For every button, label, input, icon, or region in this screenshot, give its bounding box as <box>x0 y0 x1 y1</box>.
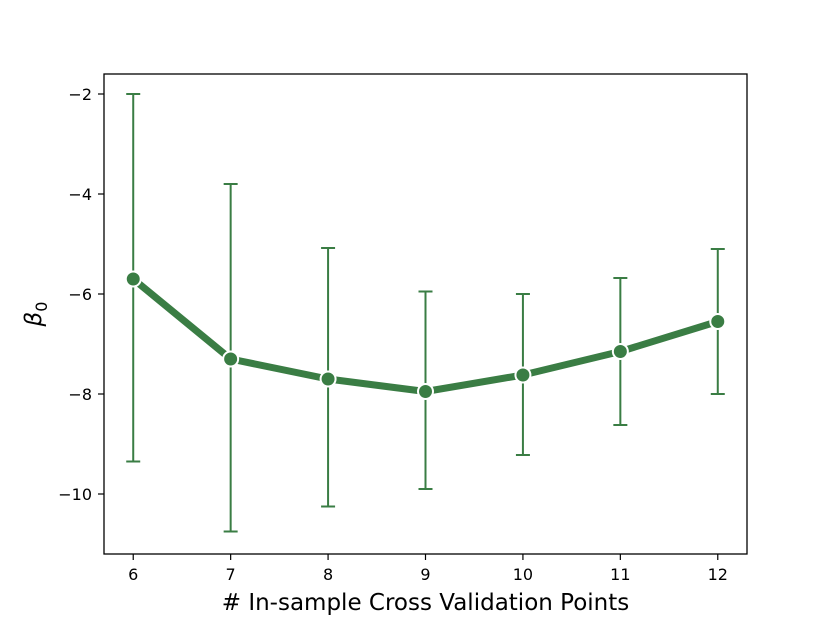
x-axis-title: # In-sample Cross Validation Points <box>222 590 630 616</box>
data-markers <box>124 270 727 400</box>
y-axis-title: β0 <box>21 302 51 328</box>
y-tick-label: −8 <box>68 385 92 404</box>
y-axis-symbol: β <box>21 312 47 328</box>
data-point <box>417 383 434 400</box>
x-tick-label: 8 <box>323 565 333 584</box>
x-tick-label: 12 <box>708 565 728 584</box>
data-point <box>514 366 532 384</box>
data-point <box>124 270 142 288</box>
y-tick-label: −6 <box>68 285 92 304</box>
x-tick-label: 11 <box>610 565 630 584</box>
x-tick-label: 10 <box>513 565 533 584</box>
data-point <box>611 343 629 360</box>
x-tick-label: 6 <box>128 565 138 584</box>
data-point <box>319 370 337 388</box>
data-point <box>222 350 240 368</box>
y-axis-ticks: −10 −8 −6 −4 −2 <box>58 85 104 504</box>
y-tick-label: −4 <box>68 185 92 204</box>
x-tick-label: 9 <box>420 565 430 584</box>
y-tick-label: −10 <box>58 485 92 504</box>
x-tick-label: 7 <box>226 565 236 584</box>
y-tick-label: −2 <box>68 85 92 104</box>
y-axis-subscript: 0 <box>32 302 51 312</box>
x-axis-ticks: 6 7 8 9 10 11 12 <box>128 554 728 584</box>
data-point <box>709 313 727 330</box>
